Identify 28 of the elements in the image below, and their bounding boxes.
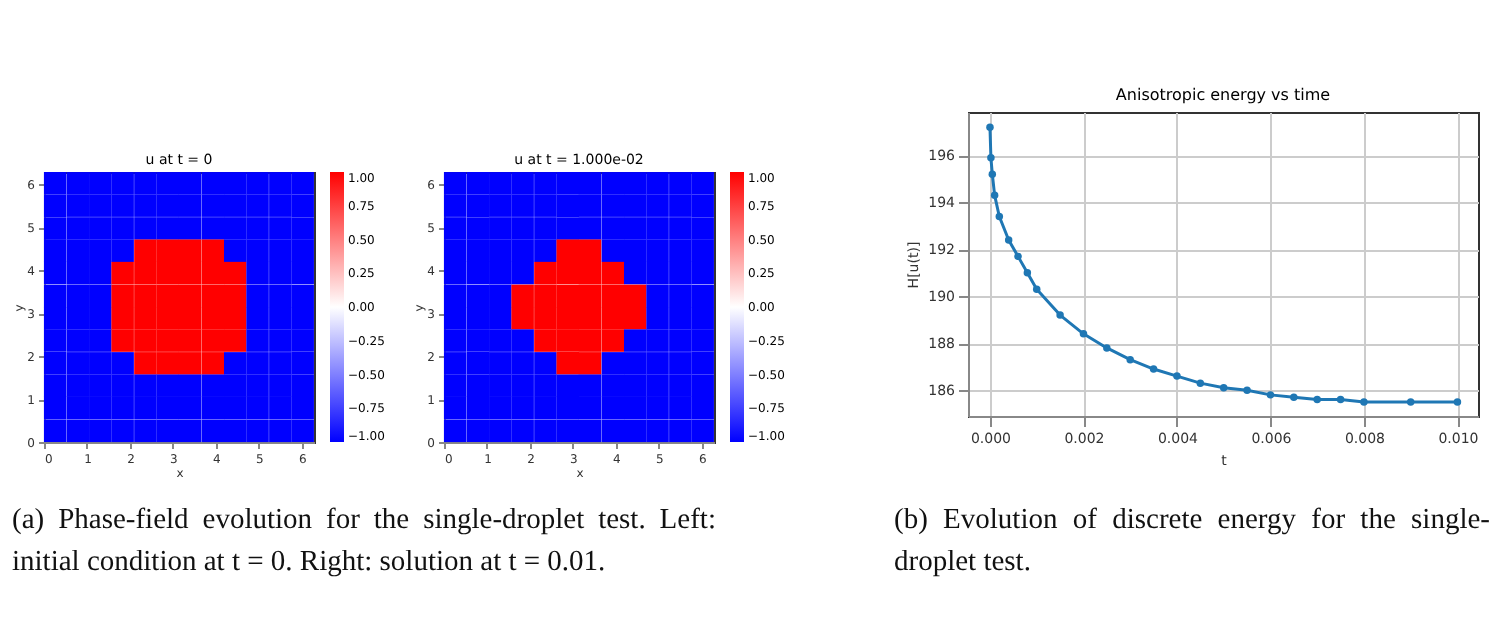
- point: [1360, 398, 1368, 406]
- point: [987, 154, 995, 162]
- point: [1103, 344, 1111, 352]
- point: [988, 170, 997, 178]
- point: [1173, 372, 1181, 380]
- chart-title: Anisotropic energy vs time: [1115, 86, 1331, 104]
- point: [1079, 330, 1088, 338]
- point: [1219, 384, 1228, 392]
- point: [995, 212, 1004, 221]
- point: [1453, 398, 1462, 406]
- point: [990, 191, 999, 200]
- text: (a) Phase-field evolution for the single-droplet test. Left: initial condition at t = 0. Right: solution at t = 0.01.: [12, 502, 716, 582]
- point: [1032, 285, 1041, 293]
- point: [1313, 395, 1321, 404]
- point: [1243, 386, 1251, 394]
- point: [1126, 355, 1134, 364]
- point: [1196, 379, 1205, 387]
- point: [1004, 236, 1013, 244]
- point: [1149, 365, 1158, 373]
- point: [986, 123, 994, 131]
- point: [1056, 311, 1064, 319]
- point: [1290, 393, 1298, 401]
- point: [1023, 269, 1032, 277]
- point: [1406, 398, 1415, 406]
- point: [1266, 391, 1275, 399]
- point: [1336, 395, 1345, 404]
- text: (b) Evolution of discrete energy for the single-droplet test.: [894, 502, 1490, 582]
- point: [1014, 252, 1022, 261]
